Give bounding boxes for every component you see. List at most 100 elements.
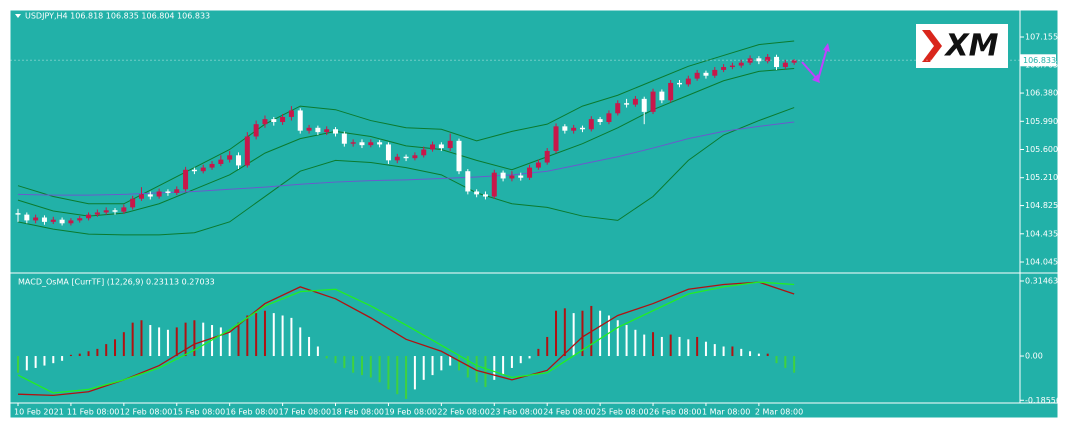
candle-body — [350, 142, 356, 144]
candle-body — [509, 175, 515, 179]
candle-body — [632, 98, 638, 105]
histogram-bar — [563, 308, 566, 357]
candle-body — [50, 219, 56, 222]
histogram-bar — [405, 356, 408, 399]
x-tick-label: 11 Feb 08:00 — [67, 408, 119, 417]
histogram-bar — [678, 336, 681, 357]
indicator-line — [17, 40, 795, 205]
candle-body — [121, 207, 127, 212]
candle-body — [183, 169, 189, 190]
histogram-bar — [449, 356, 452, 366]
indicator-line — [17, 107, 795, 236]
histogram-bar — [581, 310, 584, 357]
candle-body — [77, 218, 83, 221]
candle-body — [385, 144, 391, 161]
histogram-bar — [166, 329, 169, 357]
indicator-line — [17, 281, 795, 397]
x-tick-label: 18 Feb 08:00 — [332, 408, 384, 417]
histogram-bar — [634, 329, 637, 357]
histogram-bar — [237, 322, 240, 357]
histogram-bar — [616, 320, 619, 357]
histogram-bar — [713, 344, 716, 357]
y-tick-label: 105.600 — [1025, 145, 1058, 154]
histogram-bar — [510, 356, 513, 368]
x-tick-label: 17 Feb 08:00 — [279, 408, 331, 417]
candle-body — [588, 119, 594, 130]
histogram-bar — [704, 341, 707, 357]
y-tick-label: 105.210 — [1025, 173, 1058, 182]
candle-body — [112, 210, 118, 212]
y-tick-label: 105.990 — [1025, 117, 1058, 126]
histogram-bar — [643, 334, 646, 357]
histogram-bar — [34, 356, 37, 368]
arrow-up — [817, 47, 828, 81]
logo-mark — [922, 30, 942, 62]
candle-body — [430, 144, 436, 150]
candle-body — [765, 56, 771, 62]
histogram-bar — [396, 356, 399, 395]
histogram-bar — [316, 346, 319, 357]
candle-body — [624, 103, 630, 105]
histogram-bar — [519, 356, 522, 364]
histogram-bar — [149, 325, 152, 357]
forecast-arrows — [801, 43, 830, 83]
histogram-bar — [96, 348, 99, 357]
candle-body — [465, 171, 471, 192]
histogram-bar — [466, 356, 469, 378]
candle-body — [271, 119, 277, 123]
histogram-bar — [175, 327, 178, 357]
histogram-bar — [352, 356, 355, 373]
arrow-head — [823, 43, 830, 52]
macd-title: MACD_OsMA [CurrTF] (12,26,9) 0.23113 0.2… — [18, 278, 215, 287]
candle-body — [306, 127, 312, 131]
histogram-bar — [290, 317, 293, 357]
candle-body — [191, 169, 197, 172]
x-tick-label: 23 Feb 08:00 — [490, 408, 542, 417]
histogram-bar — [131, 322, 134, 357]
histogram-bar — [660, 336, 663, 357]
x-tick-label: 24 Feb 08:00 — [543, 408, 595, 417]
histogram-bar — [122, 332, 125, 357]
histogram-bar — [308, 336, 311, 357]
candle-body — [253, 124, 259, 137]
indicator-line — [17, 67, 795, 217]
histogram-bar — [52, 356, 55, 364]
candle-body — [597, 119, 603, 123]
candle-body — [562, 126, 568, 131]
candle-body — [615, 103, 621, 114]
candle-body — [130, 198, 136, 208]
histogram-bar — [546, 336, 549, 357]
histogram-bar — [105, 344, 108, 357]
candle-body — [24, 214, 30, 221]
histogram-bar — [555, 310, 558, 357]
histogram-bar — [255, 313, 258, 357]
histogram-bar — [484, 356, 487, 388]
x-tick-label: 26 Feb 08:00 — [649, 408, 701, 417]
histogram-bar — [69, 354, 72, 357]
candle-body — [500, 172, 506, 179]
price-box — [1020, 54, 1056, 67]
candle-body — [677, 82, 682, 85]
candle-body — [474, 191, 480, 195]
candle-body — [86, 214, 92, 219]
candle-body — [209, 163, 215, 168]
histogram-bar — [757, 353, 760, 357]
histogram-bar — [475, 356, 478, 383]
candle-body — [244, 136, 250, 166]
histogram-bar — [599, 310, 602, 357]
histogram-bar — [607, 315, 610, 357]
candle-body — [659, 91, 665, 101]
histogram-bar — [17, 356, 19, 373]
candle-body — [491, 172, 497, 197]
histogram-bar — [413, 356, 416, 390]
candle-body — [685, 78, 691, 85]
x-tick-label: 10 Feb 2021 — [14, 408, 64, 417]
candle-body — [315, 127, 321, 133]
histogram-bar — [572, 313, 575, 357]
x-tick-label: 16 Feb 08:00 — [226, 408, 278, 417]
candle-body — [227, 155, 233, 160]
histogram-bar — [184, 322, 187, 357]
candle-body — [359, 142, 365, 146]
histogram-bar — [687, 339, 690, 357]
candle-body — [553, 126, 559, 151]
